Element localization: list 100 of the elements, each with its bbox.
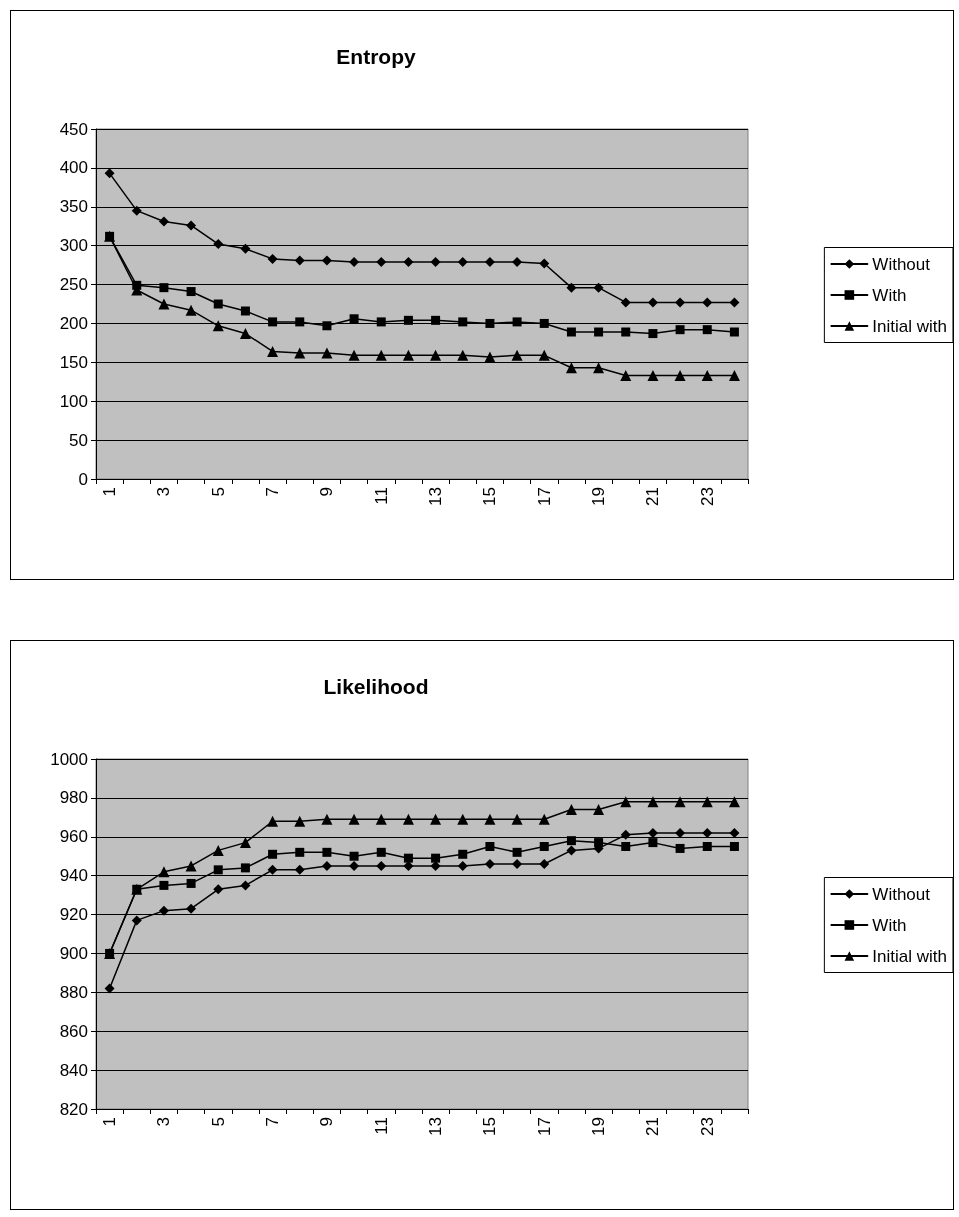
point [593, 362, 605, 374]
point [294, 815, 306, 827]
y-tick-label: 350 [59, 197, 88, 217]
point [458, 317, 468, 327]
point [185, 304, 197, 316]
point [620, 370, 632, 382]
point [267, 345, 279, 357]
point [512, 257, 523, 267]
point [430, 813, 442, 825]
point [485, 842, 495, 851]
point [430, 257, 441, 267]
point [212, 844, 224, 856]
point [158, 905, 169, 916]
point [403, 853, 413, 863]
point [648, 838, 658, 848]
y-tick-label: 960 [59, 827, 88, 847]
point [131, 205, 142, 216]
y-tick-label: 400 [59, 158, 88, 178]
point [131, 915, 142, 926]
point [159, 880, 169, 890]
point [158, 298, 170, 310]
x-tick-label: 3 [154, 1117, 174, 1127]
point [376, 860, 387, 871]
y-tick-label: 150 [59, 352, 88, 372]
point [268, 317, 278, 327]
x-tick-label: 15 [480, 487, 500, 506]
x-tick-label: 9 [317, 487, 337, 497]
point [186, 220, 197, 231]
point [321, 255, 332, 266]
point [457, 257, 468, 267]
point [512, 317, 522, 327]
point [294, 255, 305, 266]
point [647, 297, 658, 308]
point [565, 362, 577, 374]
point [349, 851, 359, 861]
point [267, 815, 279, 827]
y-tick-label: 940 [59, 866, 88, 886]
point [674, 796, 686, 808]
point [349, 314, 359, 324]
x-tick-label: 1 [100, 487, 120, 497]
point [702, 842, 712, 851]
point [431, 853, 441, 863]
point [620, 829, 631, 840]
point [593, 282, 604, 293]
point [729, 297, 740, 308]
point [185, 860, 197, 872]
point [402, 349, 414, 361]
point [348, 349, 360, 361]
point [240, 880, 251, 891]
chart-title: Entropy [336, 45, 416, 68]
point [484, 813, 496, 825]
point [729, 842, 739, 851]
point [268, 849, 278, 859]
x-tick-label: 23 [697, 1117, 717, 1136]
y-tick-label: 0 [78, 469, 88, 489]
point [376, 847, 386, 857]
x-tick-label: 11 [371, 1117, 391, 1135]
point [565, 804, 577, 816]
point [267, 253, 278, 264]
point [702, 297, 713, 308]
point [376, 317, 386, 327]
y-tick-label: 840 [59, 1060, 88, 1080]
x-tick-label: 13 [426, 1117, 446, 1136]
point [458, 849, 468, 859]
point [675, 325, 685, 335]
point [511, 813, 523, 825]
x-tick-label: 17 [534, 1117, 554, 1136]
x-tick-label: 7 [263, 487, 283, 497]
point [512, 847, 522, 857]
point [402, 813, 414, 825]
point [675, 827, 686, 838]
x-tick-label: 15 [480, 1117, 500, 1136]
point [212, 320, 224, 332]
y-tick-label: 920 [59, 905, 88, 925]
point [729, 327, 739, 337]
point [594, 838, 604, 848]
point [702, 827, 713, 838]
point [728, 796, 740, 808]
point [484, 859, 495, 869]
point [566, 282, 577, 293]
point [239, 328, 251, 340]
y-tick-label: 980 [59, 788, 88, 808]
point [158, 866, 170, 878]
point [566, 836, 576, 846]
point [348, 813, 360, 825]
point [213, 865, 223, 875]
x-tick-label: 7 [263, 1117, 283, 1127]
point [321, 347, 333, 359]
point [267, 864, 278, 875]
point [511, 349, 523, 361]
point [484, 351, 496, 363]
point [213, 299, 223, 309]
legend-label: With [872, 915, 907, 935]
point [621, 842, 631, 851]
x-tick-label: 13 [426, 487, 446, 506]
point [485, 318, 495, 328]
x-tick-label: 17 [534, 487, 554, 506]
point [158, 216, 169, 227]
x-tick-label: 19 [589, 487, 609, 506]
point [593, 804, 605, 816]
